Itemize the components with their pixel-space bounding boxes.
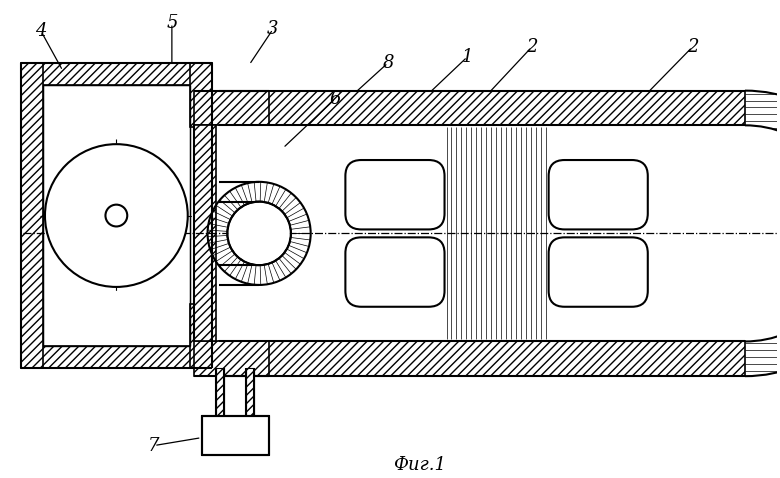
Bar [219,91,745,125]
Bar [190,63,211,127]
Text: 1: 1 [462,48,473,66]
Bar [217,368,225,416]
Bar [190,304,211,368]
Text: 5: 5 [166,14,178,32]
Circle shape [229,203,290,264]
Bar [193,91,269,125]
Text: 6: 6 [330,89,341,108]
Circle shape [105,205,127,227]
Bar [193,341,269,376]
Bar [21,63,211,85]
Bar [193,125,215,341]
Bar [43,85,190,347]
Bar [219,125,745,341]
FancyBboxPatch shape [548,238,647,307]
FancyBboxPatch shape [346,160,445,229]
FancyBboxPatch shape [548,160,647,229]
Text: 4: 4 [35,22,47,40]
Bar [21,63,43,368]
FancyBboxPatch shape [346,238,445,307]
Text: 8: 8 [382,54,394,72]
Circle shape [45,144,188,287]
Text: 2: 2 [686,38,698,56]
Text: 3: 3 [268,20,278,38]
Bar [201,416,269,456]
Text: 2: 2 [526,38,537,56]
Bar [219,341,745,376]
Circle shape [243,217,275,249]
Text: 7: 7 [148,436,160,455]
Text: Фиг.1: Фиг.1 [393,456,446,474]
Bar [21,347,211,368]
Bar [246,368,254,416]
